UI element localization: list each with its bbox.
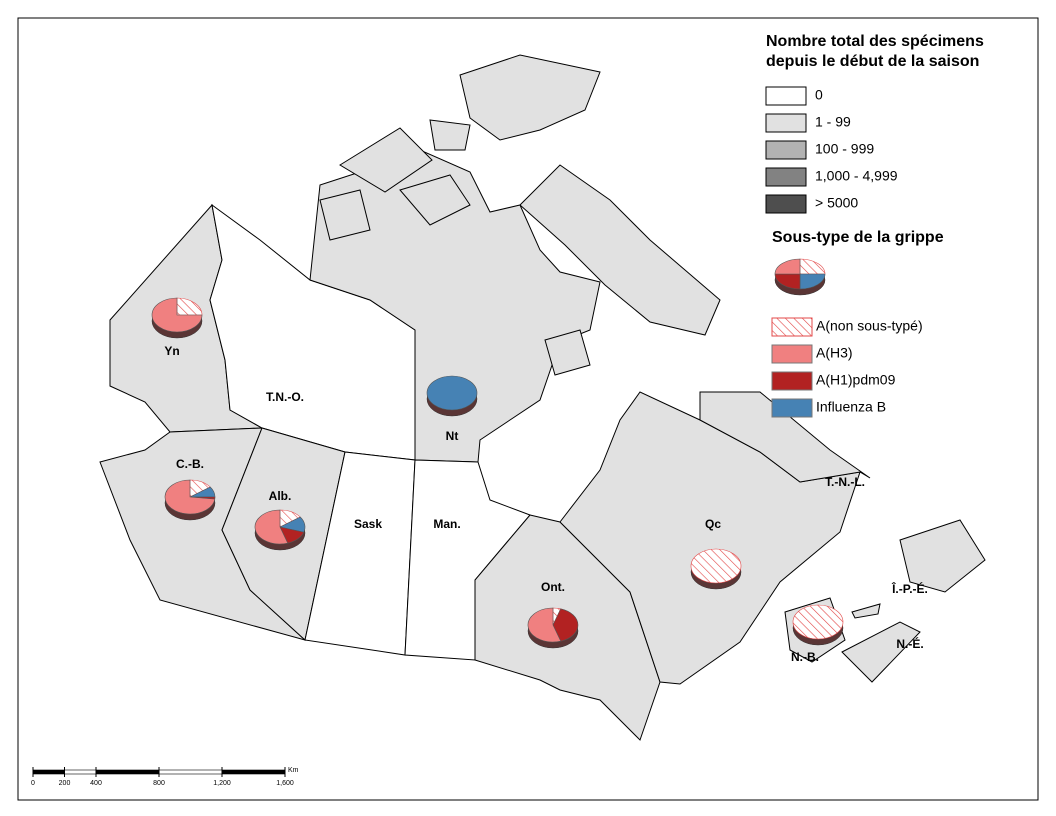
legend-swatch bbox=[765, 194, 807, 214]
pie-slice bbox=[792, 604, 844, 640]
islands bbox=[319, 54, 986, 593]
scale-segment bbox=[95, 769, 160, 775]
legend-swatch bbox=[765, 167, 807, 187]
pie-slice bbox=[151, 297, 203, 333]
pie-slice bbox=[426, 375, 478, 411]
legend-swatch bbox=[765, 140, 807, 160]
scale-segment bbox=[221, 769, 286, 775]
region-label: Î.-P.-É. bbox=[891, 581, 928, 596]
scale-segment bbox=[158, 769, 223, 775]
scale-label: 400 bbox=[90, 780, 102, 787]
subtype-label: A(H3) bbox=[816, 345, 853, 361]
pie-slice bbox=[774, 273, 801, 290]
region bbox=[841, 621, 921, 683]
region-label: Man. bbox=[433, 517, 460, 531]
scale-unit: Km bbox=[288, 767, 299, 774]
scale-label: 1,600 bbox=[276, 780, 294, 787]
pie-slice bbox=[799, 273, 826, 290]
region-label: N.-É. bbox=[896, 636, 923, 651]
region-label: Ont. bbox=[541, 580, 565, 594]
pie-slice bbox=[254, 509, 289, 545]
region-label: C.-B. bbox=[176, 457, 204, 471]
region-label: Qc bbox=[705, 517, 721, 531]
region-label: N.-B. bbox=[791, 650, 819, 664]
legend-title: depuis le début de la saison bbox=[766, 53, 979, 70]
region bbox=[851, 603, 881, 619]
scale-label: 800 bbox=[153, 780, 165, 787]
subtype-label: A(non sous-typé) bbox=[816, 318, 923, 334]
pie-slice bbox=[176, 297, 203, 316]
legend-label: 0 bbox=[815, 87, 823, 103]
scale-segment bbox=[64, 769, 97, 775]
subtype-swatch bbox=[771, 398, 813, 418]
pie-slice bbox=[552, 608, 579, 642]
subtype-label: Influenza B bbox=[816, 399, 886, 415]
legend-title: Nombre total des spécimens bbox=[766, 33, 984, 50]
subtype-swatch bbox=[771, 371, 813, 391]
scale-label: 200 bbox=[59, 780, 71, 787]
pie-slice bbox=[774, 258, 801, 275]
legend-label: 1 - 99 bbox=[815, 114, 851, 130]
scale-label: 0 bbox=[31, 780, 35, 787]
scale-segment bbox=[32, 769, 65, 775]
region-label: T.-N.-L. bbox=[825, 475, 865, 489]
subtype-title: Sous-type de la grippe bbox=[772, 229, 944, 246]
legend-swatch bbox=[765, 86, 807, 106]
pie-slice bbox=[799, 258, 826, 275]
region-label: T.N.-O. bbox=[266, 390, 304, 404]
region-label: Sask bbox=[354, 517, 382, 531]
legend-swatch bbox=[765, 113, 807, 133]
region-label: Yn bbox=[164, 344, 179, 358]
legend-label: 100 - 999 bbox=[815, 141, 874, 157]
subtype-swatch bbox=[771, 317, 813, 337]
pie-slice bbox=[527, 607, 562, 643]
legend-label: 1,000 - 4,999 bbox=[815, 168, 898, 184]
legend-label: > 5000 bbox=[815, 195, 858, 211]
subtype-swatch bbox=[771, 344, 813, 364]
pie-slice bbox=[164, 479, 216, 515]
region-label: Nt bbox=[446, 429, 459, 443]
subtype-label: A(H1)pdm09 bbox=[816, 372, 896, 388]
region-label: Alb. bbox=[269, 489, 292, 503]
scale-label: 1,200 bbox=[213, 780, 231, 787]
pie-slice bbox=[690, 548, 742, 584]
